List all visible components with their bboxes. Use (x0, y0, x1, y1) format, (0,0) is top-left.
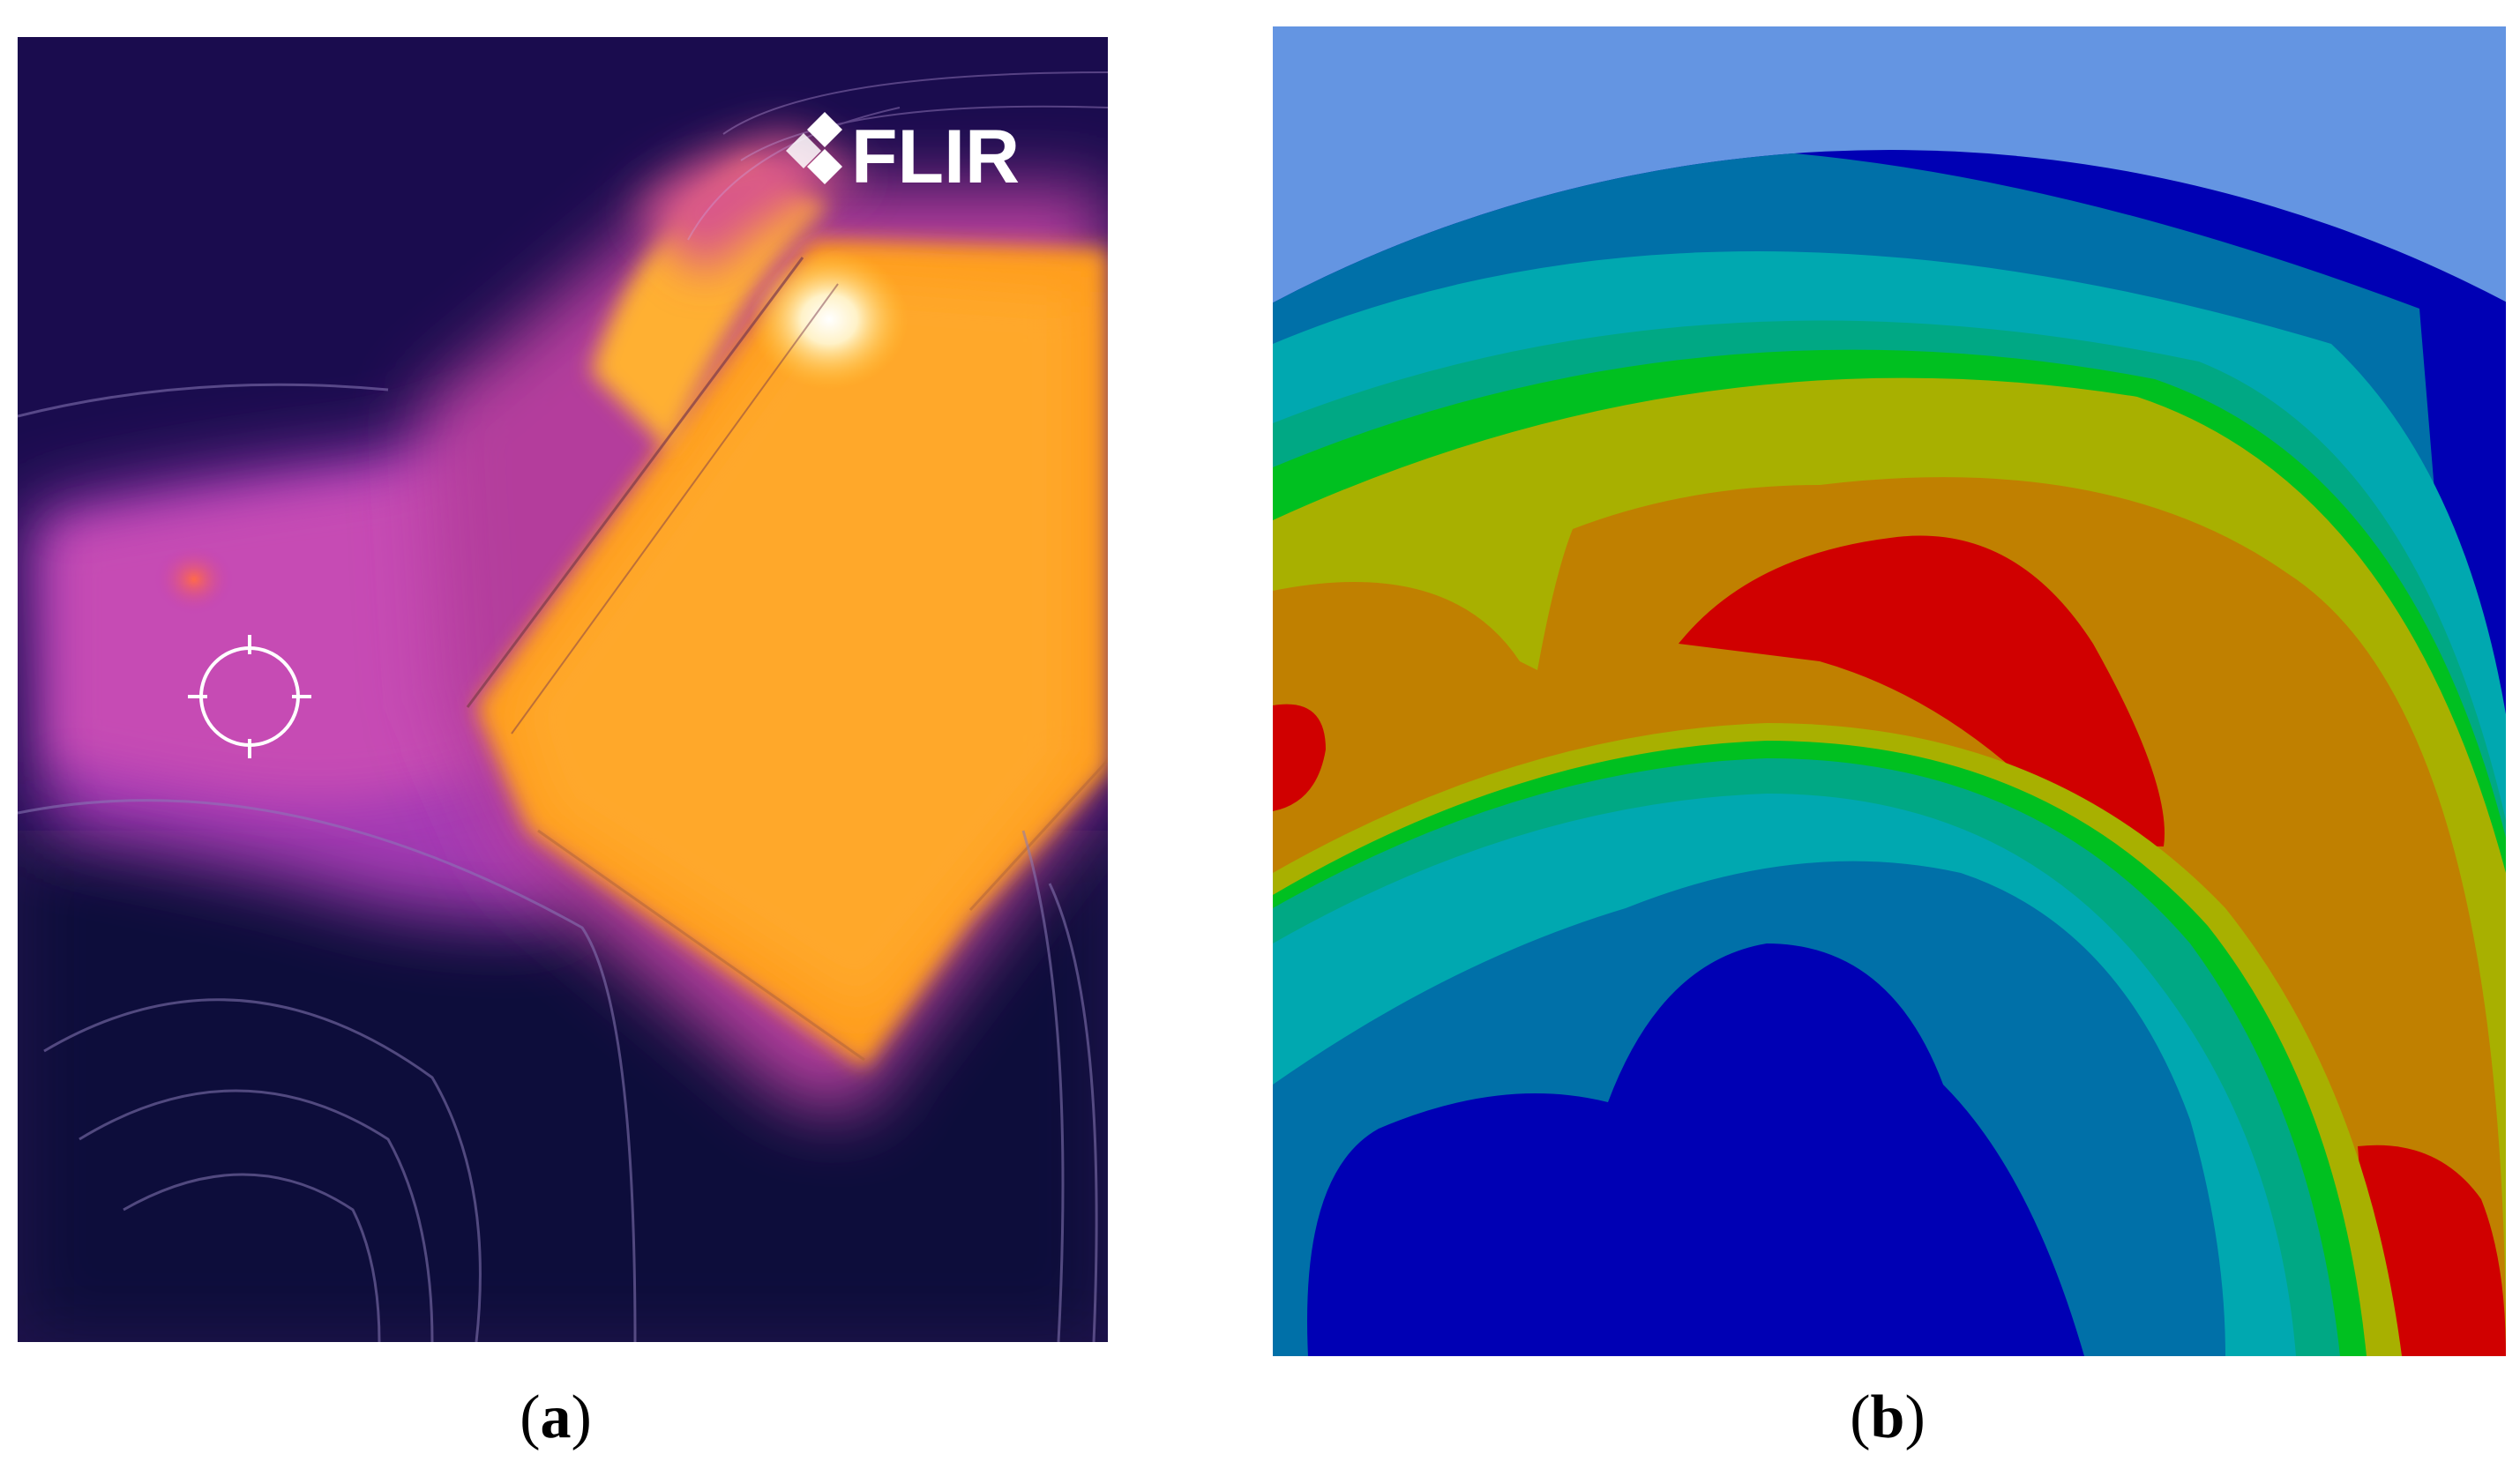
crosshair-icon (188, 635, 311, 758)
flir-logo: FLIR (786, 112, 1020, 199)
caption-a: (a) (520, 1383, 592, 1453)
flir-logo-text: FLIR (851, 115, 1020, 199)
thermal-image: FLIR (18, 37, 1108, 1342)
caption-letter: b (1870, 1383, 1905, 1451)
caption-close-paren: ) (1904, 1383, 1926, 1451)
fea-contour-panel (1273, 26, 2506, 1356)
fea-contour-plot (1273, 26, 2506, 1356)
caption-close-paren: ) (571, 1383, 592, 1451)
caption-open-paren: ( (520, 1383, 541, 1451)
caption-b: (b) (1850, 1383, 1926, 1453)
caption-open-paren: ( (1850, 1383, 1871, 1451)
caption-letter: a (540, 1383, 572, 1451)
thermal-image-panel: FLIR (18, 37, 1108, 1342)
